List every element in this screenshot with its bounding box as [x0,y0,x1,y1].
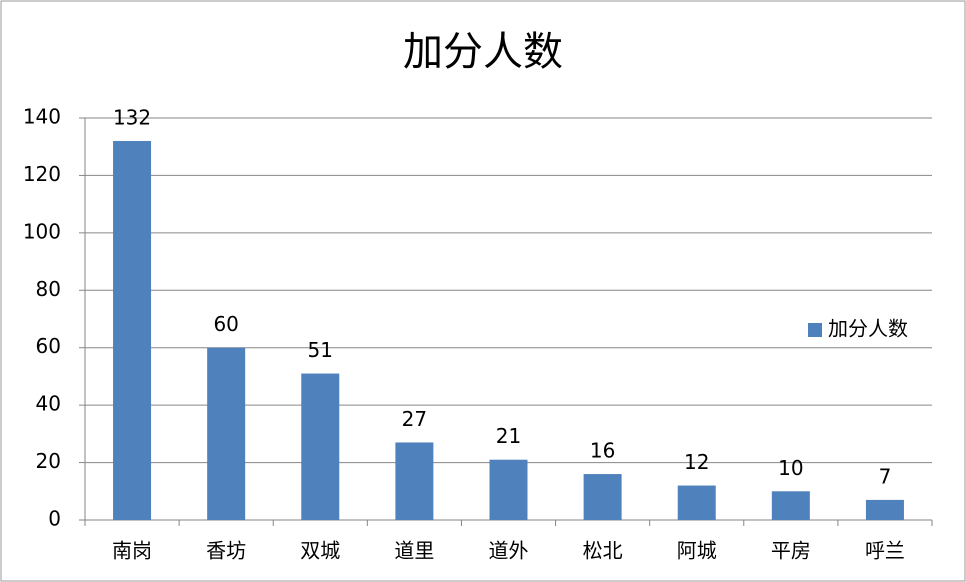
bar [207,347,246,520]
y-tick-label: 20 [36,449,61,473]
value-label: 12 [684,450,709,474]
value-label: 51 [308,338,333,362]
chart-title: 加分人数 [403,29,563,75]
value-label: 10 [778,456,803,480]
bar [583,474,622,520]
value-label: 60 [213,312,238,336]
bar [395,442,434,520]
value-label: 132 [113,105,151,129]
y-tick-label: 140 [23,105,61,129]
value-label: 21 [496,424,521,448]
value-label: 27 [402,407,427,431]
x-tick-label: 呼兰 [865,539,905,563]
y-tick-label: 100 [23,219,61,243]
y-tick-label: 40 [36,392,61,416]
bar [301,373,340,520]
bar [677,485,716,520]
y-tick-label: 0 [48,507,61,531]
y-tick-label: 80 [36,277,61,301]
x-tick-label: 道里 [394,539,434,563]
x-tick-label: 双城 [300,539,340,563]
x-tick-label: 阿城 [677,539,717,563]
bar [771,491,810,520]
y-tick-label: 120 [23,162,61,186]
bar [489,459,528,520]
legend-label: 加分人数 [828,317,908,341]
value-label: 7 [879,464,892,488]
x-tick-label: 香坊 [206,539,246,563]
x-tick-label: 南岗 [112,539,152,563]
bar [113,140,152,520]
x-tick-label: 平房 [771,539,811,563]
x-tick-label: 松北 [583,539,623,563]
value-label: 16 [590,439,615,463]
legend-swatch [808,323,822,337]
bar [865,499,904,520]
y-tick-label: 60 [36,334,61,358]
x-tick-label: 道外 [489,539,529,563]
